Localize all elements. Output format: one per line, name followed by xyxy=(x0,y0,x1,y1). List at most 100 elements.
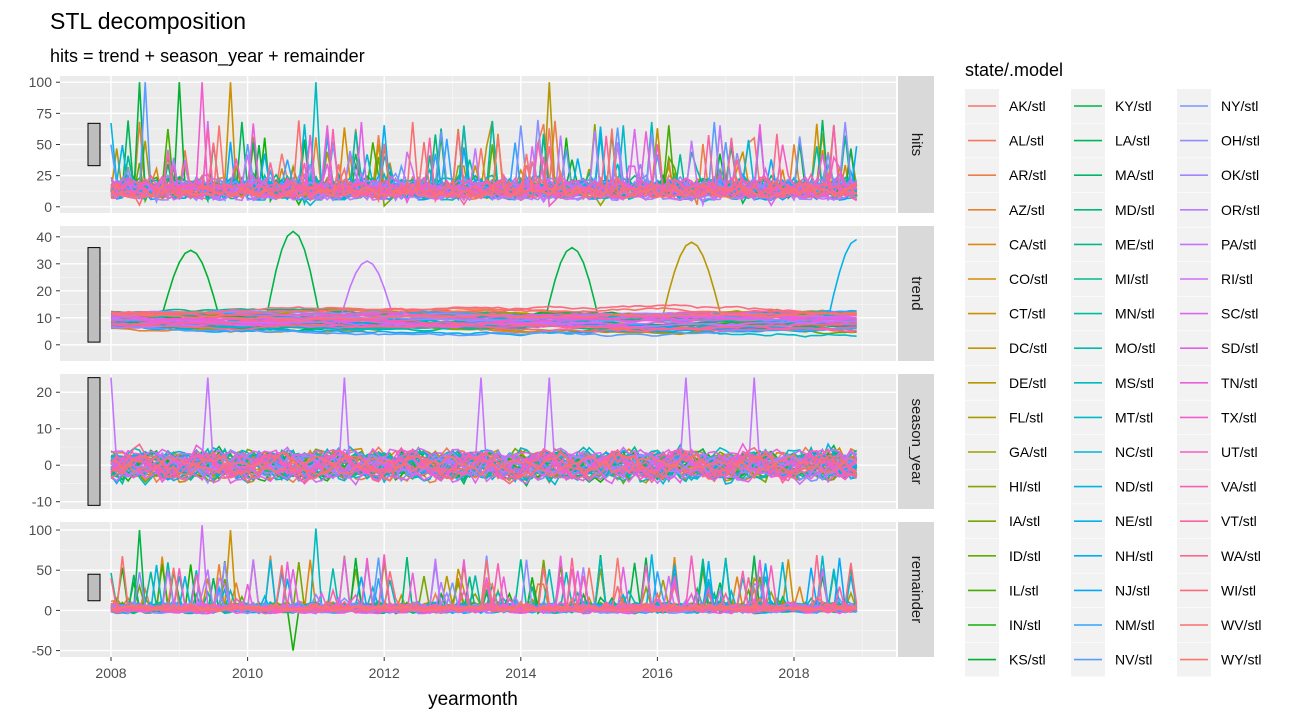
legend-item: MN/stl xyxy=(1071,296,1155,331)
series-line-WY-stl xyxy=(110,311,857,322)
legend-item: NM/stl xyxy=(1071,608,1155,642)
legend-item: ID/stl xyxy=(965,538,1041,573)
range-bar xyxy=(87,122,101,167)
legend-item: NH/stl xyxy=(1071,538,1153,573)
legend-item: AK/stl xyxy=(965,89,1046,123)
y-tick-label: 0 xyxy=(44,337,52,353)
x-tick-label: 2014 xyxy=(505,665,536,681)
legend-item: MI/stl xyxy=(1071,262,1148,296)
legend-label: IL/stl xyxy=(1009,582,1039,598)
legend-label: MS/stl xyxy=(1115,375,1154,391)
legend-item: AL/stl xyxy=(965,123,1044,158)
legend-label: MN/stl xyxy=(1115,306,1155,322)
series-line-NV-stl xyxy=(111,325,857,338)
legend-item: KY/stl xyxy=(1071,89,1152,123)
legend: AK/stl AL/stl AR/stl AZ/stl CA/stl CO/stl CT/s… xyxy=(965,89,1261,677)
x-axis-title: yearmonth xyxy=(428,689,518,710)
legend-item: KS/stl xyxy=(965,642,1046,677)
facet-strip-label: season_year xyxy=(908,399,925,485)
legend-label: MD/stl xyxy=(1115,202,1155,218)
legend-label: WV/stl xyxy=(1221,617,1261,633)
legend-label: KS/stl xyxy=(1009,652,1046,668)
x-tick-label: 2016 xyxy=(642,665,673,681)
legend-label: DC/stl xyxy=(1009,340,1047,356)
legend-item: DC/stl xyxy=(965,331,1047,366)
x-axis: 2008 2010 2012 2014 2016 2018 xyxy=(95,657,810,681)
legend-label: IN/stl xyxy=(1009,617,1041,633)
legend-label: MI/stl xyxy=(1115,271,1148,287)
legend-title: state/.model xyxy=(965,60,1063,80)
panel-trend: 0 10 20 30 40 trend xyxy=(36,226,934,361)
legend-label: MO/stl xyxy=(1115,340,1155,356)
y-tick-label: 10 xyxy=(36,310,52,326)
series-line-WY-stl xyxy=(110,125,858,200)
legend-label: DE/stl xyxy=(1009,375,1046,391)
legend-label: RI/stl xyxy=(1221,271,1253,287)
y-tick-label: 20 xyxy=(36,283,52,299)
legend-item: ND/stl xyxy=(1071,469,1153,504)
y-tick-label: 0 xyxy=(44,199,52,215)
legend-item: DE/stl xyxy=(965,365,1046,400)
legend-label: IA/stl xyxy=(1009,513,1040,529)
legend-item: IA/stl xyxy=(965,504,1040,539)
legend-label: NC/stl xyxy=(1115,444,1153,460)
legend-item: PA/stl xyxy=(1177,227,1257,262)
y-tick-label: 0 xyxy=(44,602,52,618)
legend-label: AR/stl xyxy=(1009,167,1046,183)
y-tick-label: 50 xyxy=(36,137,52,153)
legend-label: NY/stl xyxy=(1221,98,1258,114)
y-tick-label: 50 xyxy=(36,562,52,578)
legend-label: AZ/stl xyxy=(1009,202,1045,218)
legend-item: OK/stl xyxy=(1177,158,1259,193)
legend-item: MO/stl xyxy=(1071,331,1155,366)
legend-label: MT/stl xyxy=(1115,409,1153,425)
chart-subtitle: hits = trend + season_year + remainder xyxy=(50,46,365,67)
series-line-WI-stl xyxy=(110,449,858,484)
legend-label: VT/stl xyxy=(1221,513,1257,529)
legend-label: NM/stl xyxy=(1115,617,1155,633)
legend-item: SC/stl xyxy=(1177,296,1258,331)
legend-label: OH/stl xyxy=(1221,133,1260,149)
y-tick-label: 40 xyxy=(36,229,52,245)
panel-background xyxy=(60,226,896,361)
series-line-ND-stl xyxy=(110,312,857,324)
legend-item: HI/stl xyxy=(965,469,1041,504)
legend-item: WY/stl xyxy=(1177,642,1261,677)
range-bar xyxy=(87,377,101,506)
facet-strip-label: remainder xyxy=(908,556,925,624)
range-bar xyxy=(87,573,101,602)
legend-label: AK/stl xyxy=(1009,98,1046,114)
y-tick-label: 10 xyxy=(36,421,52,437)
legend-label: FL/stl xyxy=(1009,409,1043,425)
legend-item: MD/stl xyxy=(1071,192,1155,227)
legend-item: CA/stl xyxy=(965,227,1046,262)
series-lines xyxy=(110,82,858,208)
y-tick-label: 0 xyxy=(44,457,52,473)
legend-item: ME/stl xyxy=(1071,227,1154,262)
legend-item: VA/stl xyxy=(1177,469,1257,504)
x-tick-label: 2012 xyxy=(369,665,400,681)
legend-item: VT/stl xyxy=(1177,504,1257,539)
series-line-WV-stl xyxy=(111,451,857,482)
legend-item: NY/stl xyxy=(1177,89,1258,123)
legend-label: OR/stl xyxy=(1221,202,1260,218)
legend-label: UT/stl xyxy=(1221,444,1258,460)
y-tick-label: 100 xyxy=(29,74,53,90)
series-lines xyxy=(110,230,858,338)
legend-item: OR/stl xyxy=(1177,192,1260,227)
legend-item: CO/stl xyxy=(965,262,1048,296)
legend-item: OH/stl xyxy=(1177,123,1260,158)
legend-item: MS/stl xyxy=(1071,365,1154,400)
series-line-WY-stl xyxy=(110,453,858,480)
y-tick-label: 100 xyxy=(29,522,53,538)
legend-item: AZ/stl xyxy=(965,192,1045,227)
x-tick-label: 2008 xyxy=(95,665,126,681)
series-line-WY-stl xyxy=(110,583,857,612)
legend-label: SD/stl xyxy=(1221,340,1258,356)
legend-item: MA/stl xyxy=(1071,158,1154,193)
facet-strip xyxy=(898,226,934,361)
facet-strip-label: hits xyxy=(908,133,925,156)
legend-item: IN/stl xyxy=(965,608,1041,642)
series-line-WA-stl xyxy=(110,322,857,332)
